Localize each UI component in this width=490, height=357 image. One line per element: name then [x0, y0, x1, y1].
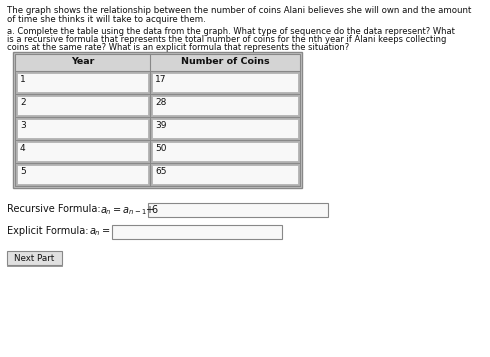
Bar — [16, 95, 149, 116]
Bar — [17, 142, 148, 161]
Bar — [152, 73, 298, 92]
Text: 3: 3 — [20, 121, 26, 130]
Bar — [152, 119, 298, 138]
Text: 28: 28 — [155, 98, 167, 107]
Bar — [15, 54, 300, 186]
Bar — [151, 164, 299, 185]
Text: 1: 1 — [20, 75, 26, 84]
Bar — [17, 96, 148, 115]
Bar — [13, 52, 302, 188]
Text: 4: 4 — [20, 144, 25, 153]
Bar — [151, 141, 299, 162]
Bar — [152, 96, 298, 115]
Bar — [148, 203, 328, 217]
Text: coins at the same rate? What is an explicit formula that represents the situatio: coins at the same rate? What is an expli… — [7, 43, 349, 52]
Bar — [151, 72, 299, 93]
Text: Explicit Formula:: Explicit Formula: — [7, 226, 92, 236]
Bar — [112, 225, 282, 239]
Bar — [16, 118, 149, 139]
Text: 39: 39 — [155, 121, 167, 130]
Bar — [16, 72, 149, 93]
Bar — [17, 165, 148, 184]
Bar — [15, 54, 300, 71]
Text: of time she thinks it will take to acquire them.: of time she thinks it will take to acqui… — [7, 15, 206, 24]
Text: Number of Coins: Number of Coins — [181, 57, 270, 66]
Bar — [151, 95, 299, 116]
Text: a. Complete the table using the data from the graph. What type of sequence do th: a. Complete the table using the data fro… — [7, 27, 455, 36]
Text: Next Part: Next Part — [14, 254, 54, 263]
Text: 65: 65 — [155, 167, 167, 176]
Text: 6: 6 — [151, 205, 157, 215]
Text: 2: 2 — [20, 98, 25, 107]
Bar — [16, 164, 149, 185]
Text: $a_n =$: $a_n =$ — [89, 226, 111, 238]
Text: $a_n = a_{n-1}$+: $a_n = a_{n-1}$+ — [100, 204, 155, 217]
Text: Year: Year — [71, 57, 94, 66]
Bar — [152, 165, 298, 184]
Bar — [17, 119, 148, 138]
Text: Recursive Formula:: Recursive Formula: — [7, 204, 104, 214]
Bar — [152, 142, 298, 161]
Text: The graph shows the relationship between the number of coins Alani believes she : The graph shows the relationship between… — [7, 6, 471, 15]
Bar — [7, 251, 62, 265]
Text: is a recursive formula that represents the total number of coins for the nth yea: is a recursive formula that represents t… — [7, 35, 446, 44]
Text: 17: 17 — [155, 75, 167, 84]
Bar — [17, 73, 148, 92]
Bar — [16, 141, 149, 162]
Text: 5: 5 — [20, 167, 26, 176]
Bar — [151, 118, 299, 139]
Text: 50: 50 — [155, 144, 167, 153]
